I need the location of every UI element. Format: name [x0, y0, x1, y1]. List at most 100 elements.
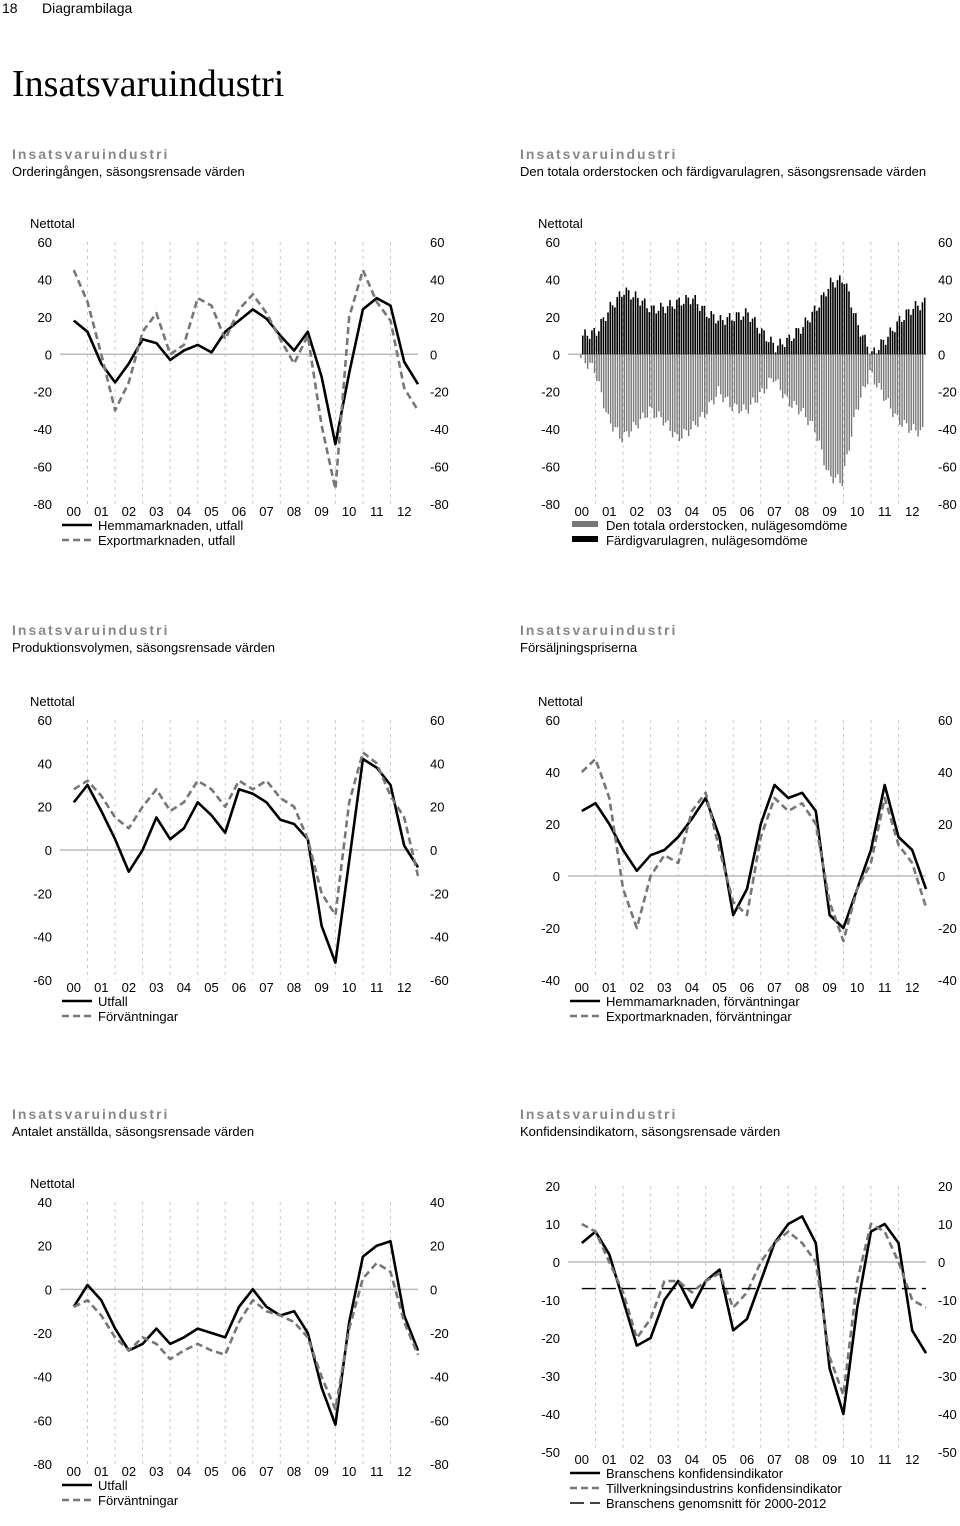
x-tick-label: 03: [657, 980, 671, 995]
y-tick-label-left: -30: [541, 1369, 560, 1384]
y-tick-label-right: -20: [938, 1331, 957, 1346]
x-tick-label: 10: [342, 980, 356, 995]
x-tick-label: 06: [232, 980, 246, 995]
y-tick-label-left: -80: [33, 497, 52, 512]
chart-produktionsvolymen: Insatsvaruindustri Produktionsvolymen, s…: [12, 622, 452, 1042]
y-tick-label-left: -60: [33, 460, 52, 475]
legend-label: Utfall: [98, 994, 128, 1009]
x-tick-label: 04: [685, 504, 699, 519]
y-axis-label: Nettotal: [30, 216, 75, 231]
y-tick-label-left: 20: [546, 1179, 560, 1194]
x-tick-label: 01: [94, 504, 108, 519]
chart-subtitle: Konfidensindikatorn, säsongsrensade värd…: [520, 1124, 781, 1139]
chart-title: Insatsvaruindustri: [520, 146, 678, 162]
series-line: [581, 1222, 927, 1397]
y-tick-label-right: -20: [938, 921, 957, 936]
y-tick-label-right: 60: [938, 713, 952, 728]
x-tick-label: 05: [712, 980, 726, 995]
series-line: [73, 751, 420, 917]
x-tick-label: 00: [67, 1464, 81, 1479]
x-tick-label: 10: [342, 504, 356, 519]
y-tick-label-left: 20: [546, 817, 560, 832]
x-tick-label: 04: [685, 980, 699, 995]
y-tick-label-right: -20: [430, 385, 449, 400]
x-tick-label: 09: [822, 504, 836, 519]
y-axis-label: Nettotal: [30, 1176, 75, 1191]
y-tick-label-left: 10: [546, 1217, 560, 1232]
x-tick-label: 01: [602, 980, 616, 995]
y-tick-label-right: 40: [430, 1195, 444, 1210]
legend-label: Den totala orderstocken, nulägesomdöme: [606, 518, 847, 533]
x-tick-label: 09: [822, 1452, 836, 1467]
x-tick-label: 01: [94, 980, 108, 995]
chart-forsaljningspriserna: Insatsvaruindustri Försäljningspriserna …: [520, 622, 960, 1042]
y-tick-label-left: 40: [546, 765, 560, 780]
legend-label: Exportmarknaden, utfall: [98, 533, 235, 548]
y-tick-label-left: -20: [33, 886, 52, 901]
legend-swatch: [572, 521, 598, 527]
series-line: [580, 757, 928, 943]
y-tick-label-right: 40: [938, 272, 952, 287]
y-tick-label-right: 20: [430, 1239, 444, 1254]
x-tick-label: 00: [67, 504, 81, 519]
x-tick-label: 06: [740, 1452, 754, 1467]
x-tick-label: 11: [370, 504, 384, 519]
y-tick-label-right: -60: [430, 973, 449, 988]
y-tick-label-right: 0: [430, 843, 437, 858]
series-line: [580, 1215, 928, 1416]
y-tick-label-left: 0: [45, 843, 52, 858]
y-tick-label-right: -60: [430, 460, 449, 475]
y-tick-label-right: -20: [938, 385, 957, 400]
chart-subtitle: Antalet anställda, säsongsrensade värden: [12, 1124, 255, 1139]
y-tick-label-right: 60: [430, 235, 444, 250]
y-tick-label-right: -60: [938, 460, 957, 475]
x-tick-label: 03: [657, 1452, 671, 1467]
y-tick-label-right: 40: [430, 272, 444, 287]
x-tick-label: 00: [575, 1452, 589, 1467]
x-tick-label: 02: [122, 504, 136, 519]
legend-label: Förväntningar: [98, 1009, 179, 1024]
series-line: [72, 268, 420, 491]
x-tick-label: 05: [712, 1452, 726, 1467]
chart-subtitle: Den totala orderstocken och färdigvarula…: [520, 164, 927, 179]
x-tick-label: 01: [94, 1464, 108, 1479]
y-tick-label-left: -40: [33, 930, 52, 945]
y-tick-label-right: 0: [430, 1282, 437, 1297]
x-tick-label: 09: [822, 980, 836, 995]
x-tick-label: 10: [850, 504, 864, 519]
x-tick-label: 09: [314, 1464, 328, 1479]
y-tick-label-left: -40: [541, 422, 560, 437]
y-tick-label-left: 20: [38, 800, 52, 815]
x-tick-label: 08: [287, 980, 301, 995]
chart-title: Insatsvaruindustri: [520, 1106, 678, 1122]
x-tick-label: 07: [259, 504, 273, 519]
series-line: [72, 757, 420, 965]
x-tick-label: 05: [712, 504, 726, 519]
x-tick-label: 12: [397, 1464, 411, 1479]
y-tick-label-right: -30: [938, 1369, 957, 1384]
x-tick-label: 10: [342, 1464, 356, 1479]
y-tick-label-right: -80: [430, 1457, 449, 1472]
y-tick-label-right: 0: [430, 347, 437, 362]
x-tick-label: 04: [177, 1464, 191, 1479]
x-tick-label: 00: [67, 980, 81, 995]
x-tick-label: 05: [204, 980, 218, 995]
legend-label: Färdigvarulagren, nulägesomdöme: [606, 533, 808, 548]
y-tick-label-left: -80: [541, 497, 560, 512]
x-tick-label: 08: [287, 504, 301, 519]
x-tick-label: 07: [767, 1452, 781, 1467]
y-tick-label-left: 40: [546, 272, 560, 287]
y-tick-label-left: -40: [541, 1407, 560, 1422]
y-tick-label-left: 60: [38, 713, 52, 728]
y-tick-label-left: 20: [546, 310, 560, 325]
x-tick-label: 04: [177, 504, 191, 519]
chart-subtitle: Försäljningspriserna: [520, 640, 638, 655]
x-tick-label: 00: [575, 504, 589, 519]
x-tick-label: 01: [602, 1452, 616, 1467]
y-tick-label-right: -40: [938, 973, 957, 988]
x-tick-label: 11: [370, 1464, 384, 1479]
